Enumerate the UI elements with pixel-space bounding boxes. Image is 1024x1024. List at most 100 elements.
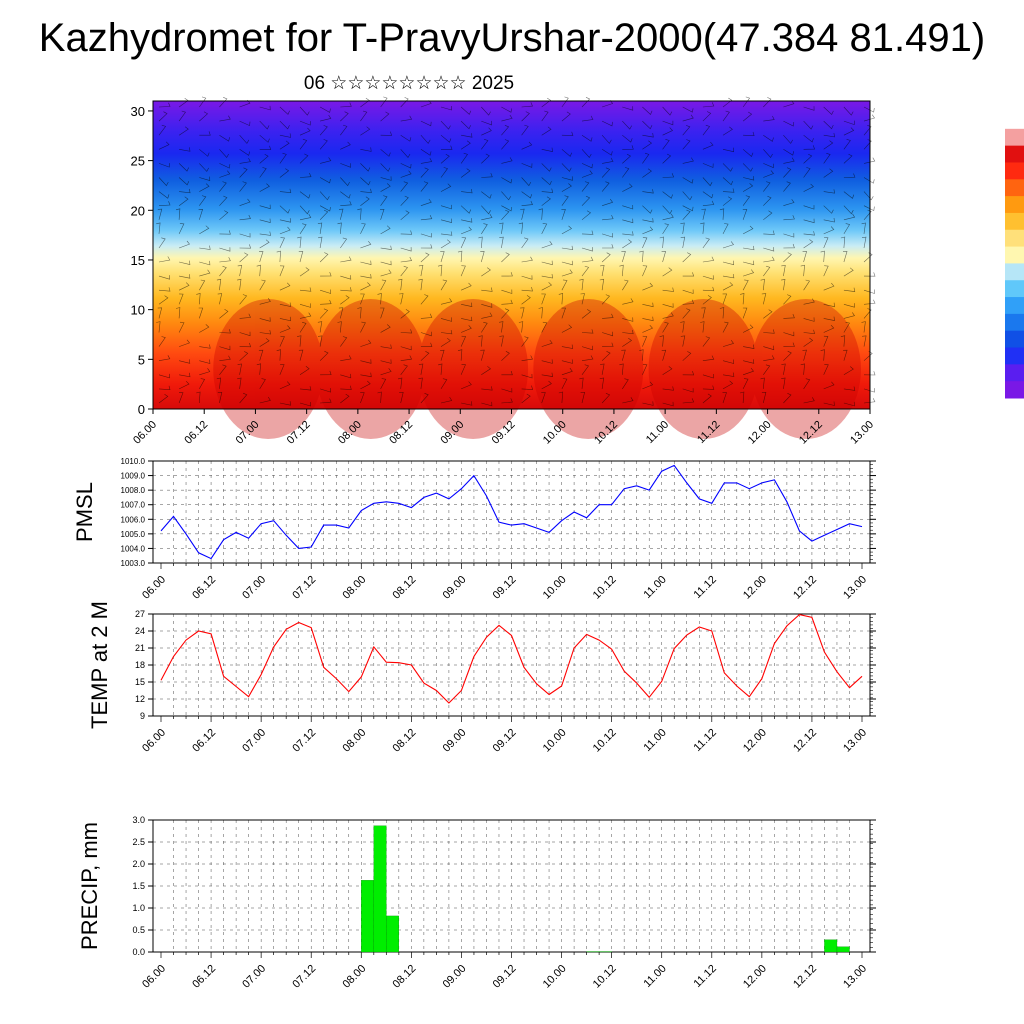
wind-barb xyxy=(337,222,342,234)
wind-barb xyxy=(740,293,745,305)
x-tick-label: 12.00 xyxy=(741,574,769,602)
wind-barb xyxy=(400,309,410,319)
wind-barb xyxy=(420,167,429,178)
wind-barb xyxy=(601,167,611,178)
wind-barb xyxy=(440,378,448,390)
wind-barb xyxy=(742,163,753,172)
wind-barb xyxy=(622,231,634,236)
wind-barb xyxy=(783,215,795,221)
wind-barb xyxy=(360,282,371,291)
wind-barb xyxy=(501,351,510,361)
wind-barb xyxy=(682,125,691,136)
wind-barb xyxy=(602,198,614,206)
wind-barb xyxy=(156,222,161,234)
wind-barb xyxy=(581,345,593,351)
wind-barb xyxy=(599,377,605,389)
wind-barb xyxy=(299,213,312,221)
wind-barb xyxy=(803,218,815,224)
wind-barb xyxy=(320,398,332,404)
wind-barb xyxy=(279,325,291,333)
wind-barb xyxy=(823,316,835,321)
wind-barb xyxy=(219,115,231,122)
wind-barb xyxy=(702,256,715,263)
wind-barb xyxy=(279,168,290,178)
wind-barb xyxy=(863,388,875,393)
wind-barb xyxy=(501,398,513,404)
wind-barb xyxy=(843,213,856,221)
wind-barb xyxy=(217,391,223,404)
wind-barb xyxy=(440,134,452,143)
wind-barb xyxy=(823,401,835,406)
wind-barb xyxy=(702,124,711,136)
wind-barb xyxy=(743,245,755,251)
wind-barb xyxy=(763,163,774,169)
wind-barb xyxy=(561,367,573,376)
wind-barb xyxy=(380,307,385,319)
wind-barb xyxy=(763,170,774,178)
wind-barb xyxy=(863,114,875,122)
wind-barb xyxy=(259,218,271,223)
wind-barb xyxy=(460,282,472,291)
wind-barb xyxy=(702,102,715,108)
wind-barb xyxy=(239,135,250,144)
wind-barb xyxy=(400,345,412,351)
wind-barb xyxy=(521,163,533,168)
wind-barb xyxy=(199,176,211,182)
x-tick-label: 10.00 xyxy=(541,574,569,602)
wind-barb xyxy=(178,339,190,347)
wind-barb xyxy=(360,126,371,136)
wind-barb xyxy=(299,223,307,235)
wind-barb xyxy=(319,125,328,136)
wind-barb xyxy=(440,329,453,335)
wind-barb xyxy=(481,386,493,391)
wind-barb xyxy=(239,120,251,127)
wind-barb xyxy=(380,279,387,291)
x-tick-label: 07.00 xyxy=(240,727,268,755)
wind-barb xyxy=(541,273,553,279)
wind-barb xyxy=(541,241,553,249)
y-tick-label: 30 xyxy=(131,104,145,119)
wind-barb xyxy=(561,195,569,206)
wind-barb xyxy=(702,111,712,122)
wind-barb xyxy=(501,106,512,113)
wind-barb xyxy=(399,391,404,404)
wind-barb xyxy=(279,218,291,223)
wind-barb xyxy=(440,349,445,361)
wind-barb xyxy=(318,236,323,249)
wind-barb xyxy=(682,177,694,184)
wind-barb xyxy=(722,380,734,390)
wind-barb xyxy=(279,226,291,235)
precip-bar xyxy=(373,825,387,953)
colorbar-swatch xyxy=(1005,179,1024,197)
precip-bar xyxy=(386,915,399,953)
wind-barb xyxy=(743,269,755,277)
wind-barb xyxy=(763,247,775,252)
precip-bar xyxy=(836,946,850,953)
wind-barb xyxy=(239,351,249,361)
wind-barb xyxy=(541,380,552,390)
wind-barb xyxy=(823,217,835,223)
wind-barb xyxy=(763,364,771,375)
colorbar-swatch xyxy=(1005,381,1024,399)
wind-barb xyxy=(256,264,261,277)
wind-barb xyxy=(216,377,222,389)
wind-barb xyxy=(662,139,670,150)
wind-barb xyxy=(420,149,432,156)
wind-barb xyxy=(783,135,793,144)
wind-barb xyxy=(158,393,169,404)
wind-barb xyxy=(360,188,372,194)
wind-barb xyxy=(803,279,810,291)
wind-barb xyxy=(581,195,591,206)
wind-barb xyxy=(682,308,691,319)
wind-barb xyxy=(823,237,829,249)
wind-barb xyxy=(659,335,664,347)
wind-barb xyxy=(682,398,695,404)
wind-barb xyxy=(457,349,463,361)
wind-barb xyxy=(279,188,292,194)
wind-barb xyxy=(602,342,614,347)
wind-barb xyxy=(299,287,312,292)
wind-barb xyxy=(239,214,251,221)
wind-barb xyxy=(581,329,594,334)
wind-barb xyxy=(622,239,633,249)
wind-barb xyxy=(480,349,485,361)
